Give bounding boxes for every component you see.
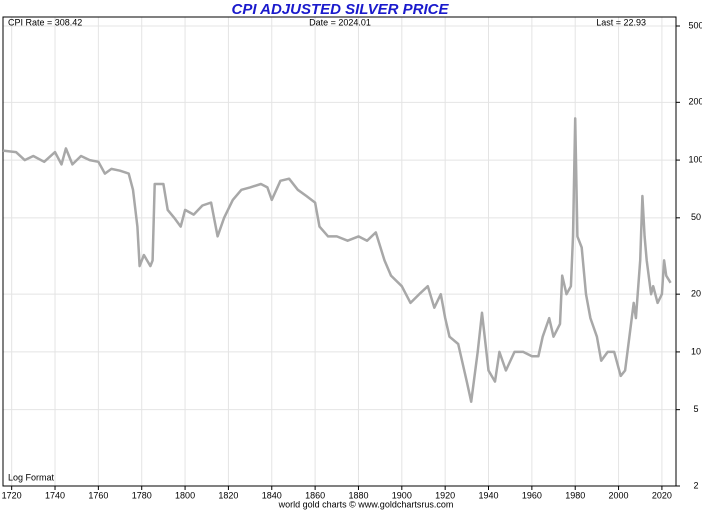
plot-frame xyxy=(2,16,677,487)
x-tick-label: 1800 xyxy=(175,490,195,500)
annotation: CPI Rate = 308.42 xyxy=(8,17,82,27)
chart-title: CPI ADJUSTED SILVER PRICE xyxy=(232,1,450,18)
y-tick-label: 500 xyxy=(688,20,702,30)
x-tick-label: 1900 xyxy=(392,490,412,500)
annotation: Last = 22.93 xyxy=(596,17,646,27)
y-tick-label: 20 xyxy=(691,289,701,299)
y-tick-label: 10 xyxy=(691,346,701,356)
x-tick-label: 1760 xyxy=(88,490,108,500)
x-tick-label: 1980 xyxy=(565,490,585,500)
x-tick-label: 1920 xyxy=(435,490,455,500)
annotation: Date = 2024.01 xyxy=(309,17,371,27)
x-tick-label: 1880 xyxy=(348,490,368,500)
x-tick-label: 2020 xyxy=(652,490,672,500)
x-tick-label: 1740 xyxy=(45,490,65,500)
annotation: Log Format xyxy=(8,472,55,482)
y-tick-label: 50 xyxy=(691,212,701,222)
y-tick-label: 100 xyxy=(688,154,702,164)
y-tick-label: 200 xyxy=(688,97,702,107)
x-tick-label: 1960 xyxy=(522,490,542,500)
price-line xyxy=(2,117,672,403)
x-tick-label: 2000 xyxy=(609,490,629,500)
x-tick-label: 1780 xyxy=(132,490,152,500)
x-tick-label: 1720 xyxy=(2,490,22,500)
x-tick-label: 1860 xyxy=(305,490,325,500)
y-tick-label: 5 xyxy=(693,404,698,414)
x-tick-label: 1840 xyxy=(262,490,282,500)
x-tick-label: 1940 xyxy=(478,490,498,500)
x-tick-label: 1820 xyxy=(218,490,238,500)
source: world gold charts © www.goldchartsrus.co… xyxy=(278,499,454,509)
y-tick-label: 2 xyxy=(693,480,698,490)
